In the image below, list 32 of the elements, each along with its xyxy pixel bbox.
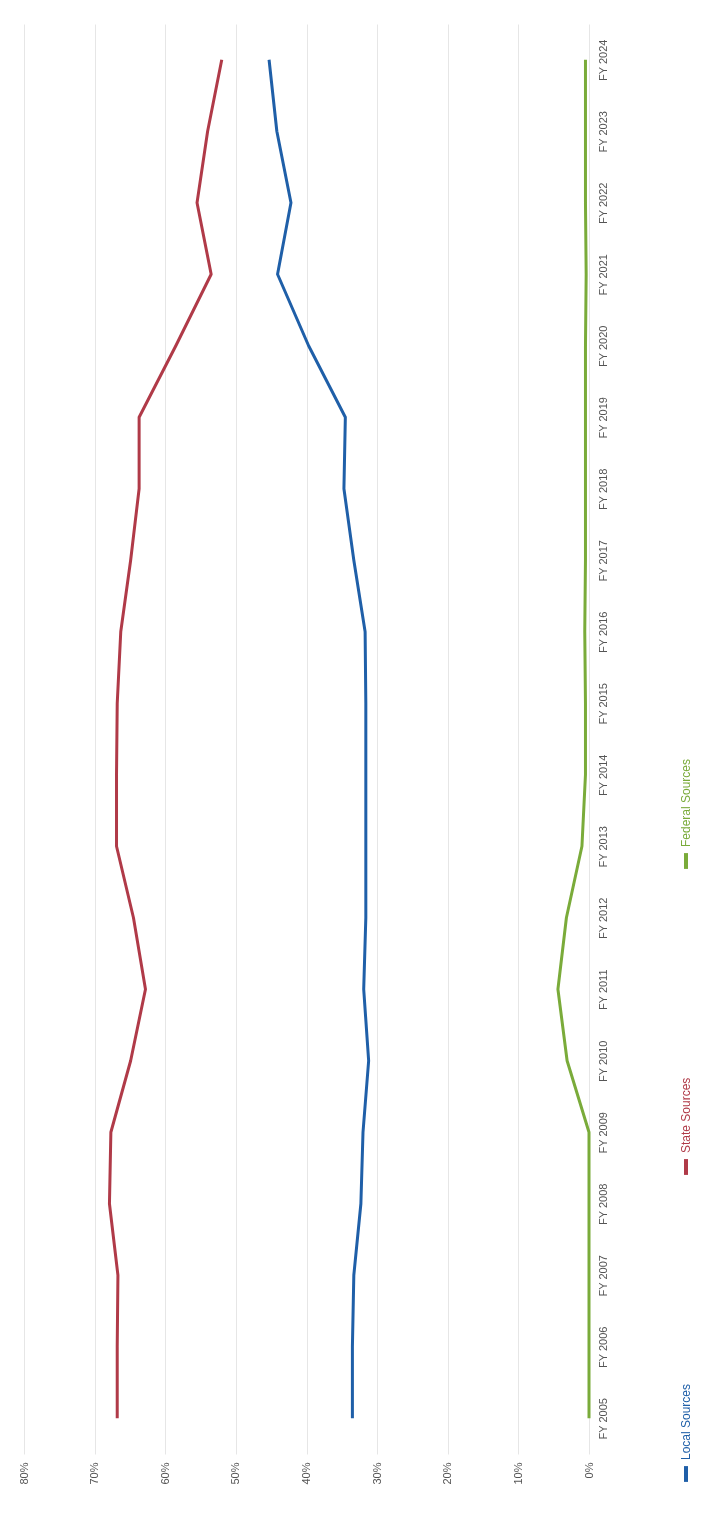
y-tick-label: FY 2015 bbox=[596, 683, 609, 725]
y-tick-label: FY 2005 bbox=[596, 1398, 609, 1440]
y-tick-label: FY 2010 bbox=[596, 1040, 609, 1082]
y-tick-label: FY 2018 bbox=[596, 468, 609, 510]
y-tick-label: FY 2021 bbox=[596, 254, 609, 296]
y-tick-label: FY 2013 bbox=[596, 826, 609, 868]
y-tick-label: FY 2006 bbox=[596, 1326, 609, 1368]
y-tick-label: FY 2008 bbox=[596, 1183, 609, 1225]
x-tick-label: 10% bbox=[511, 1462, 524, 1485]
x-tick-label: 80% bbox=[17, 1462, 30, 1485]
x-tick-label: 20% bbox=[441, 1462, 454, 1485]
x-tick-label: 50% bbox=[229, 1462, 242, 1485]
x-tick-label: 60% bbox=[158, 1462, 171, 1485]
x-tick-label: 70% bbox=[88, 1462, 101, 1485]
y-tick-label: FY 2019 bbox=[596, 397, 609, 439]
y-tick-label: FY 2022 bbox=[596, 182, 609, 224]
text: State Sources bbox=[679, 1077, 693, 1153]
text: Federal Sources bbox=[679, 758, 693, 847]
text: Local Sources bbox=[679, 1383, 693, 1460]
y-tick-label: FY 2023 bbox=[596, 111, 609, 153]
y-tick-label: FY 2012 bbox=[596, 897, 609, 939]
y-tick-label: FY 2007 bbox=[596, 1255, 609, 1297]
y-tick-label: FY 2011 bbox=[596, 969, 609, 1011]
y-tick-label: FY 2009 bbox=[596, 1112, 609, 1154]
y-tick-label: FY 2014 bbox=[596, 754, 609, 796]
x-tick-label: 40% bbox=[300, 1462, 312, 1485]
y-tick-label: FY 2016 bbox=[596, 611, 609, 653]
y-tick-label: FY 2024 bbox=[596, 39, 609, 81]
x-tick-label: 0% bbox=[582, 1462, 595, 1479]
y-tick-label: FY 2017 bbox=[596, 540, 609, 582]
y-tick-label: FY 2020 bbox=[596, 325, 609, 367]
x-tick-label: 30% bbox=[370, 1462, 383, 1485]
